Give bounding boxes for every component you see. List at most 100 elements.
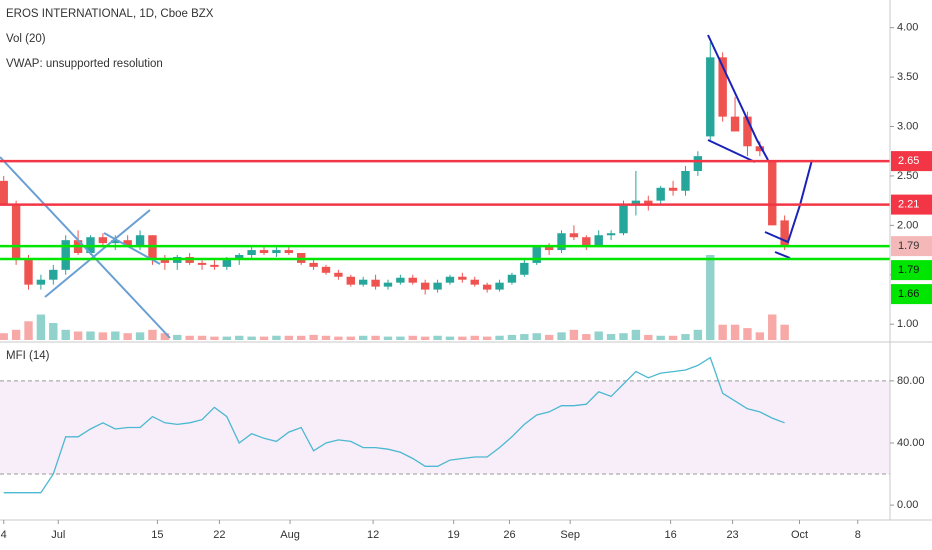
level-label-bg <box>891 284 932 305</box>
volume-bar <box>210 336 219 340</box>
candle-body <box>631 200 641 206</box>
x-tick-label: 8 <box>855 529 861 541</box>
y-tick-label: 2.00 <box>897 219 918 231</box>
volume-bar <box>408 335 417 340</box>
candle-body <box>321 266 331 273</box>
candle-body <box>11 205 21 260</box>
volume-bar <box>768 314 777 340</box>
last-price-label: 1.79 <box>898 240 919 252</box>
candle-body <box>371 279 380 287</box>
candle-body <box>111 240 120 244</box>
volume-bar <box>235 335 244 340</box>
candle-body <box>681 170 690 191</box>
candle-body <box>507 274 517 283</box>
x-tick-label: 15 <box>151 529 163 541</box>
volume-bar <box>148 329 157 340</box>
mfi-band <box>0 380 890 475</box>
candle-body <box>532 247 541 263</box>
x-tick-label: 26 <box>503 529 515 541</box>
volume-bar <box>197 335 207 340</box>
volume-bar <box>631 329 641 340</box>
x-tick-label: 19 <box>448 529 460 541</box>
candle-body <box>470 279 479 285</box>
volume-bar <box>185 335 194 340</box>
pattern-line <box>764 159 813 244</box>
candle-body <box>259 250 269 254</box>
candle-body <box>594 235 603 246</box>
volume-bar <box>693 329 703 340</box>
volume-bar <box>520 334 529 340</box>
volume-bar <box>656 335 665 340</box>
x-tick-label: 4 <box>1 529 7 541</box>
mfi-tick-label: 40.00 <box>897 437 925 449</box>
level-label: 1.66 <box>898 288 919 300</box>
candle-body <box>222 259 232 267</box>
x-tick-label: Sep <box>560 529 580 541</box>
volume-bar <box>222 336 232 340</box>
y-tick-label: 2.50 <box>897 170 918 182</box>
volume-bar <box>247 336 256 340</box>
candle-body <box>396 277 405 283</box>
candle-body <box>693 156 703 171</box>
volume-bar <box>730 324 740 340</box>
candle-body <box>383 282 393 287</box>
volume-bar <box>445 336 455 340</box>
candle-body <box>768 161 777 226</box>
chart-title: EROS INTERNATIONAL, 1D, Cboe BZX <box>6 8 214 20</box>
volume-bar <box>668 335 678 340</box>
candle-body <box>755 146 765 152</box>
volume-bar <box>358 335 368 340</box>
y-tick-label: 1.00 <box>897 318 918 330</box>
mfi-tick-label: 0.00 <box>897 499 918 511</box>
candle-body <box>606 233 616 236</box>
last-price-label-bg <box>891 236 932 257</box>
mfi-band-layer <box>0 380 890 475</box>
candle-body <box>544 247 554 251</box>
candle-body <box>61 240 70 270</box>
axis-layer: 4.003.503.002.502.001.501.0080.0040.000.… <box>1 22 932 541</box>
volume-bar <box>334 336 343 340</box>
volume-bar <box>49 323 58 340</box>
candle-body <box>482 284 492 290</box>
candle-body <box>346 276 355 285</box>
volume-bar <box>346 336 355 340</box>
x-tick-label: 12 <box>367 529 379 541</box>
candle-body <box>656 187 665 201</box>
volume-bar <box>569 329 579 340</box>
volume-bar <box>259 336 269 340</box>
level-label-bg <box>891 260 932 281</box>
volume-bar <box>507 334 517 340</box>
volume-bar <box>644 334 653 340</box>
x-tick-label: 23 <box>726 529 738 541</box>
volume-bar <box>433 335 442 340</box>
candle-body <box>730 116 740 132</box>
candle-body <box>706 57 715 137</box>
volume-bar <box>582 334 591 340</box>
candle-body <box>36 279 46 285</box>
candle-body <box>408 277 417 283</box>
candle-body <box>619 205 628 234</box>
mfi-tick-label: 80.00 <box>897 375 925 387</box>
volume-bar <box>396 336 405 340</box>
levels-layer <box>0 159 890 261</box>
volume-bar <box>36 314 46 340</box>
mfi-label: MFI (14) <box>6 350 50 362</box>
volume-bar <box>86 331 95 340</box>
volume-bar <box>420 336 430 340</box>
indicator-label: VWAP: unsupported resolution <box>6 58 163 70</box>
volume-bar <box>284 335 294 340</box>
candle-body <box>582 237 591 246</box>
volume-bar <box>544 334 554 340</box>
pattern-line <box>707 139 756 163</box>
volume-bar <box>681 334 690 340</box>
trend-drawings <box>0 34 813 339</box>
y-tick-label: 3.00 <box>897 120 918 132</box>
volume-bar <box>98 332 108 340</box>
volume-bar <box>755 332 765 340</box>
candle-body <box>433 282 442 290</box>
volume-bar <box>173 334 182 340</box>
candle-body <box>210 264 219 267</box>
candle-body <box>197 262 207 265</box>
